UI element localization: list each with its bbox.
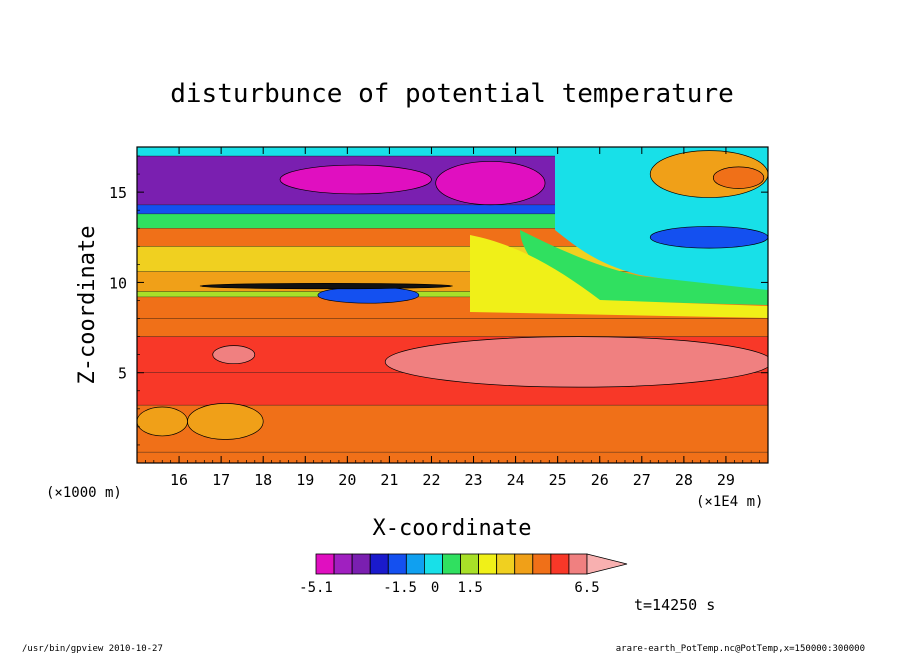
chart-title: disturbunce of potential temperature xyxy=(170,79,734,109)
x-tick-label: 28 xyxy=(675,471,693,489)
colorbar-label: 0 xyxy=(431,580,439,596)
field-feature xyxy=(187,403,264,440)
y-tick-label: 15 xyxy=(109,184,127,202)
field-feature xyxy=(384,336,768,388)
footer-left: /usr/bin/gpview 2010-10-27 xyxy=(22,644,163,654)
colorbar-swatch xyxy=(351,553,371,575)
field-feature xyxy=(649,226,768,249)
colorbar-label: -5.1 xyxy=(299,580,333,596)
colorbar-swatch xyxy=(460,553,479,575)
x-axis-label: X-coordinate xyxy=(373,516,532,541)
field-feature xyxy=(212,345,256,365)
colorbar-swatch xyxy=(405,553,425,575)
x-unit-right: (×1E4 m) xyxy=(696,494,763,510)
plot-frame xyxy=(136,146,769,464)
y-axis-label: Z-coordinate xyxy=(75,226,100,385)
colorbar-swatch xyxy=(423,553,443,575)
x-tick-label: 24 xyxy=(507,471,525,489)
colorbar-swatch xyxy=(550,553,570,575)
time-label: t=14250 s xyxy=(634,596,715,614)
x-tick-label: 18 xyxy=(254,471,272,489)
colorbar-label: -1.5 xyxy=(383,580,417,596)
colorbar-swatch xyxy=(315,553,335,575)
colorbar-label: 1.5 xyxy=(458,580,483,596)
field-feature xyxy=(137,406,188,437)
field-feature xyxy=(279,164,432,195)
plot-area xyxy=(137,147,768,463)
field-feature xyxy=(317,286,420,304)
x-tick-label: 19 xyxy=(296,471,314,489)
colorbar-label: 6.5 xyxy=(574,580,599,596)
x-tick-label: 29 xyxy=(717,471,735,489)
x-tick-label: 25 xyxy=(549,471,567,489)
x-tick-label: 17 xyxy=(212,471,230,489)
colorbar: -5.1 -1.5 0 1.5 6.5 xyxy=(299,553,628,596)
colorbar-swatch xyxy=(369,553,389,575)
footer-right: arare-earth_PotTemp.nc@PotTemp,x=150000:… xyxy=(616,644,865,654)
colorbar-arrow xyxy=(586,553,628,575)
field-band xyxy=(137,147,768,157)
colorbar-swatch xyxy=(333,553,353,575)
colorbar-swatch xyxy=(568,553,588,575)
field-band xyxy=(137,291,768,297)
colorbar-swatch xyxy=(387,553,407,575)
field-feature xyxy=(199,282,453,290)
y-tick-label: 5 xyxy=(118,365,127,383)
x-tick-label: 27 xyxy=(633,471,651,489)
x-tick-label: 23 xyxy=(465,471,483,489)
right-green-region xyxy=(520,230,768,305)
colorbar-swatch xyxy=(532,553,552,575)
field-band xyxy=(137,452,768,463)
x-tick-label: 21 xyxy=(380,471,398,489)
field-band xyxy=(137,318,768,337)
x-tick-label: 20 xyxy=(338,471,356,489)
x-unit-left: (×1000 m) xyxy=(46,485,122,501)
right-yellow-region xyxy=(470,235,768,318)
y-tick-label: 10 xyxy=(109,274,127,292)
x-tick-label: 16 xyxy=(170,471,188,489)
field-feature xyxy=(712,166,765,189)
field-band xyxy=(137,204,768,214)
x-tick-label: 26 xyxy=(591,471,609,489)
colorbar-swatch xyxy=(496,553,516,575)
x-tick-label: 22 xyxy=(422,471,440,489)
colorbar-swatch xyxy=(478,553,498,575)
field-feature xyxy=(435,161,546,206)
colorbar-swatch xyxy=(514,553,534,575)
colorbar-swatch xyxy=(442,553,461,575)
